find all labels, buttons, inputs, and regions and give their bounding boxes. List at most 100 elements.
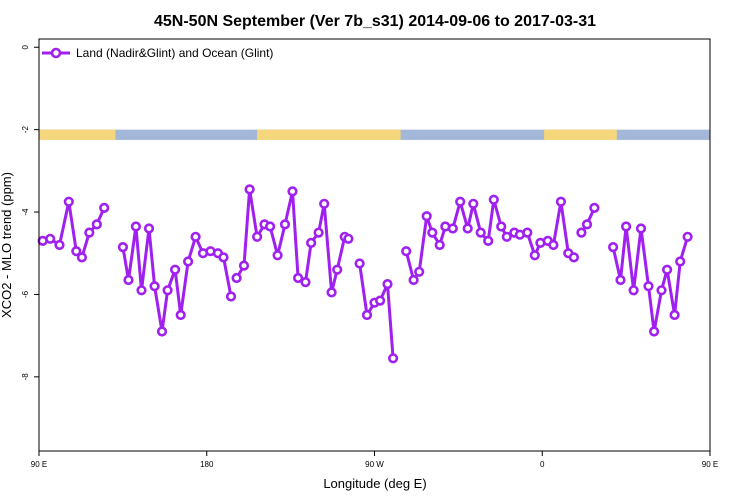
data-point [91,219,102,230]
data-point [130,221,141,232]
data-point [45,233,56,244]
data-point [218,252,229,263]
data-point [496,221,507,232]
data-point [675,256,686,267]
x-tick-label: 0 [540,460,545,469]
data-point [382,279,393,290]
y-tick-label: -8 [21,373,30,381]
data-point [361,309,373,321]
data-point [293,272,304,284]
data-point [555,196,567,207]
x-tick-label: 90 E [702,460,718,469]
data-point [620,221,632,232]
data-point [576,227,587,238]
data-point [643,281,654,292]
data-point [388,353,399,364]
data-point [306,237,317,248]
x-tick-label: 90 E [31,460,47,469]
data-point [143,223,155,234]
data-point [252,231,263,242]
data-point [483,235,494,246]
data-point [522,227,533,238]
data-point [421,211,432,222]
data-point [63,196,74,207]
data-point [71,246,82,257]
data-point [136,285,147,296]
data-point [401,246,412,257]
y-tick-label: -6 [21,290,30,298]
x-tick-label: 180 [200,460,214,469]
plot-frame [38,38,711,452]
land-band [544,129,617,140]
data-point [455,196,466,207]
data-point [669,309,680,321]
data-point [414,266,425,277]
data-point [225,291,237,302]
data-point [635,223,647,234]
series-line [37,184,693,364]
data-point [231,272,242,284]
data-point [682,231,693,242]
data-point [375,295,386,306]
legend-marker [50,47,62,59]
data-point [488,194,499,205]
data-point [162,285,173,296]
data-point [190,231,201,242]
data-point [427,227,438,238]
data-point [156,326,168,337]
data-point [628,285,639,296]
y-axis-label: XCO2 - MLO trend (ppm) [0,172,14,318]
data-point [84,227,95,238]
data-point [170,264,181,275]
data-point [319,198,330,209]
series-segment [235,187,350,294]
data-point [183,256,194,267]
data-point [589,202,600,213]
land-band [39,129,116,140]
data-point [332,264,343,275]
data-point [272,250,283,261]
data-point [434,239,445,251]
data-point [447,223,458,234]
data-point [175,309,186,321]
data-point [501,231,512,242]
data-point [648,326,660,337]
series-segment [611,225,690,333]
data-point [343,233,354,244]
data-point [123,274,134,286]
data-point [326,287,337,298]
data-point [548,239,559,251]
land-band [257,129,401,140]
data-point [581,219,593,230]
data-point [615,274,626,286]
x-axis-label: Longitude (deg E) [323,476,426,491]
y-tick-label: -2 [21,126,30,134]
data-point [354,258,365,269]
data-point [468,198,479,209]
data-point [607,242,619,253]
y-tick-label: -4 [21,208,30,216]
data-point [300,277,311,288]
data-point [661,264,673,275]
axes: 90 E 180 90 W 0 90 E 0 -2 -4 -6 -8 [21,44,718,469]
legend: Land (Nadir&Glint) and Ocean (Glint) [42,46,273,60]
data-point [313,227,324,238]
data-point [656,285,667,296]
data-point [244,184,255,195]
land-ocean-strip [39,129,710,140]
data-point [462,223,473,234]
data-point [238,260,250,271]
data-point [529,250,540,261]
data-point [279,219,291,230]
data-point [76,252,87,263]
chart-title: 45N-50N September (Ver 7b_s31) 2014-09-0… [154,13,596,30]
legend-label: Land (Nadir&Glint) and Ocean (Glint) [76,46,273,60]
data-point [568,252,580,263]
data-point [117,242,128,253]
data-point [408,274,419,286]
y-tick-label: 0 [21,44,30,49]
data-point [265,221,276,232]
data-point [475,227,486,238]
data-point [99,202,110,213]
